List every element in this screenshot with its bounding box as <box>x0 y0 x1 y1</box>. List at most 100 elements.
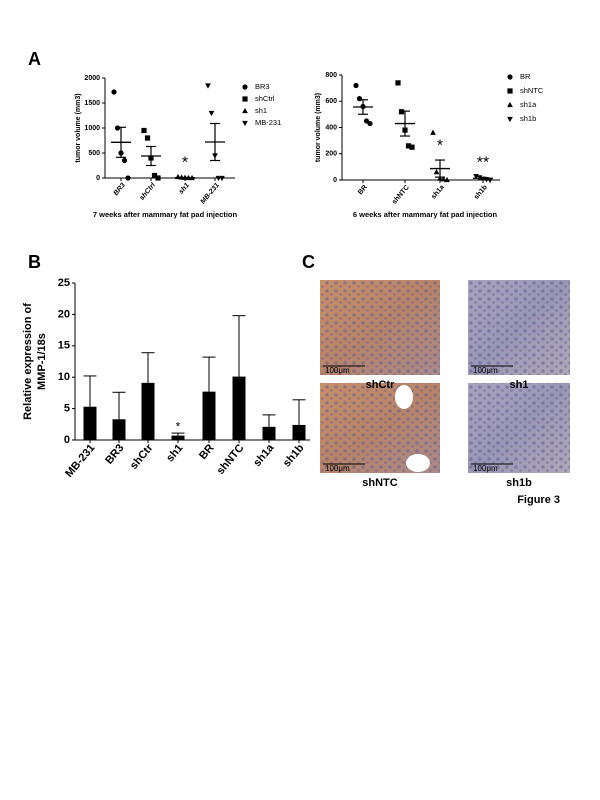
x-tick-label: sh1a <box>251 441 277 469</box>
x-tick-label: BR3 <box>103 442 126 467</box>
x-tick-label: BR <box>197 442 216 462</box>
bar <box>232 376 246 440</box>
marker <box>118 150 124 156</box>
x-tick-label: BR3 <box>113 182 127 197</box>
marker <box>144 135 151 141</box>
x-tick-label: BR <box>357 184 369 196</box>
micrograph-label: sh1 <box>510 379 529 391</box>
y-axis-label: Relative expression of <box>22 303 34 420</box>
marker <box>507 101 513 108</box>
micrograph-label: shCtr <box>366 379 395 391</box>
marker <box>507 74 513 80</box>
marker <box>219 175 225 182</box>
legend-label: sh1 <box>255 106 267 115</box>
panel-label: A <box>28 49 41 69</box>
scale-label: 100μm <box>473 464 498 473</box>
marker <box>121 157 128 164</box>
y-axis-label: tumor volume (mm3) <box>75 93 82 162</box>
y-axis-label: MMP-1/18s <box>36 333 48 390</box>
marker <box>242 96 248 102</box>
y-axis-label: tumor volume (mm3) <box>315 93 322 162</box>
x-tick-label: shNTC <box>215 442 247 477</box>
marker <box>476 175 483 181</box>
x-tick-label: sh1b <box>281 442 307 470</box>
marker <box>473 173 479 180</box>
legend-label: BR3 <box>255 82 270 91</box>
marker <box>409 144 415 150</box>
y-tick-label: 5 <box>64 403 70 415</box>
marker <box>507 88 513 94</box>
y-tick-label: 15 <box>58 340 70 352</box>
marker <box>242 120 248 127</box>
chart: 0 500 1000 1500 2000 BR3 shCtrl sh1 MB-231 7 week… <box>75 75 281 219</box>
marker <box>437 175 443 181</box>
scale-label: 100μm <box>325 366 350 375</box>
panel-label: B <box>28 252 41 272</box>
marker <box>356 96 363 102</box>
marker <box>242 84 248 90</box>
marker <box>440 176 447 182</box>
marker <box>205 83 211 89</box>
annotation: * <box>176 419 181 433</box>
chart-title: 7 weeks after mammary fat pad injection <box>93 210 238 219</box>
marker <box>175 173 181 180</box>
y-tick-label: 2000 <box>84 75 100 82</box>
marker <box>208 110 215 117</box>
marker <box>433 169 440 175</box>
marker <box>155 175 161 181</box>
marker <box>212 153 218 159</box>
legend-label: shCtrl <box>255 94 275 103</box>
marker <box>405 143 412 149</box>
marker <box>507 116 513 123</box>
scale-label: 100μm <box>325 464 350 473</box>
legend-label: shNTC <box>520 86 544 95</box>
marker <box>487 177 493 184</box>
marker <box>182 174 188 180</box>
marker <box>125 175 131 181</box>
marker <box>360 103 366 110</box>
figure-label: Figure 3 <box>517 494 560 506</box>
legend-label: MB-231 <box>255 118 281 127</box>
bar <box>292 424 306 440</box>
x-tick-label: shNTC <box>391 184 411 206</box>
annotation: * <box>437 137 443 154</box>
micrograph-label: sh1b <box>506 477 532 489</box>
scale-label: 100μm <box>473 366 498 375</box>
x-tick-label: sh1 <box>164 442 185 464</box>
y-tick-label: 10 <box>58 371 70 383</box>
y-tick-label: 20 <box>58 308 70 320</box>
y-tick-label: 0 <box>96 175 100 182</box>
x-tick-label: shCtrl <box>139 181 158 202</box>
marker <box>353 82 359 89</box>
marker <box>242 107 248 114</box>
marker <box>402 127 408 133</box>
legend-label: sh1b <box>520 114 536 123</box>
legend-label: sh1a <box>520 100 537 109</box>
y-tick-label: 0 <box>64 434 70 446</box>
marker <box>151 172 158 179</box>
annotation: * <box>182 155 188 172</box>
bar <box>202 391 216 440</box>
y-tick-label: 600 <box>325 98 337 105</box>
marker <box>189 174 195 181</box>
y-tick-label: 400 <box>325 124 337 131</box>
y-tick-label: 800 <box>325 72 337 79</box>
legend-label: BR <box>520 72 531 81</box>
y-tick-label: 500 <box>88 150 100 157</box>
marker <box>178 174 185 180</box>
bar <box>262 426 276 440</box>
marker <box>398 109 405 115</box>
marker <box>114 125 121 131</box>
y-tick-label: 0 <box>333 177 337 184</box>
x-tick-label: MB-231 <box>63 442 97 480</box>
marker <box>430 129 436 135</box>
annotation: ** <box>477 155 489 172</box>
y-tick-label: 25 <box>58 277 70 289</box>
micrograph <box>320 280 570 473</box>
y-tick-label: 200 <box>325 151 337 158</box>
chart-title: 6 weeks after mammary fat pad injection <box>353 210 498 219</box>
panel-label: C <box>302 252 315 272</box>
bar <box>171 435 185 440</box>
